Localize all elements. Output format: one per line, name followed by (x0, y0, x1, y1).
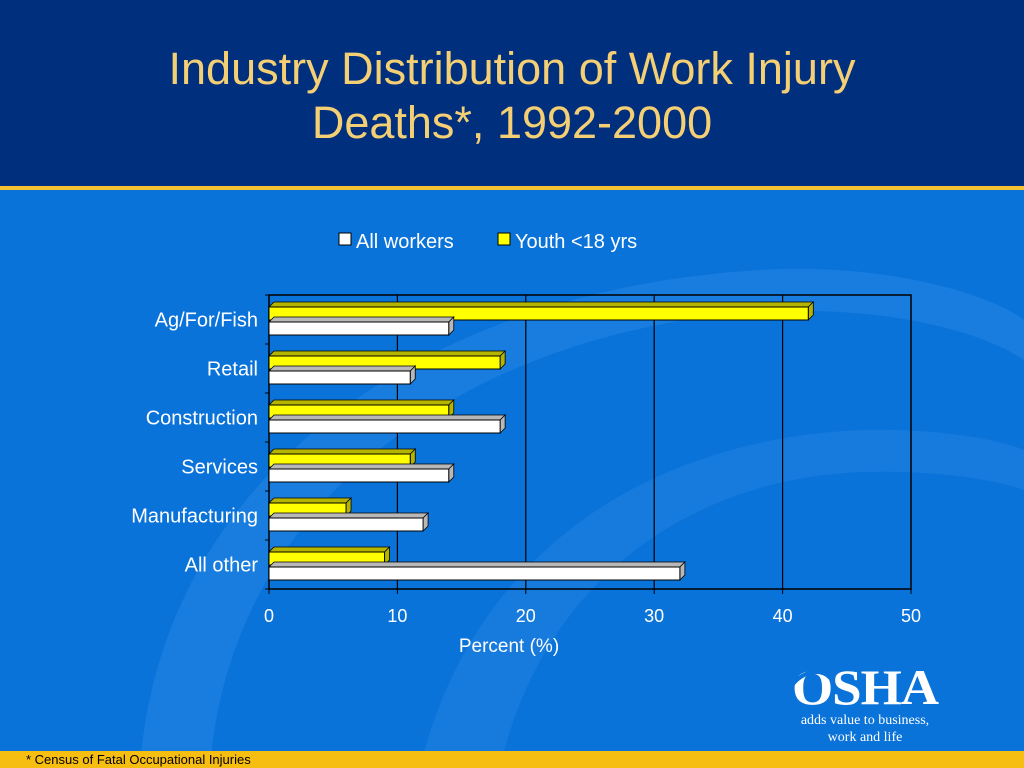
plot-area (265, 294, 912, 594)
chart-legend: All workers Youth <18 yrs (338, 231, 637, 253)
bar-top-face (268, 350, 507, 357)
category-label: Construction (146, 408, 258, 430)
category-labels: Ag/For/Fish Retail Construction Services Man… (131, 310, 258, 577)
bar-top-face (268, 448, 417, 455)
bar-top-face (268, 463, 455, 470)
bar-top-face (268, 512, 430, 519)
bar-top-face (268, 301, 815, 308)
bar-all-workers (268, 463, 455, 483)
x-tick-label: 30 (644, 606, 664, 626)
legend-swatch (497, 232, 511, 246)
slide-title-line-1: Industry Distribution of Work Injury (168, 43, 856, 94)
bar-face (268, 370, 411, 385)
bar-face (268, 566, 681, 581)
bar-all-workers (268, 316, 455, 336)
bar-top-face (268, 414, 507, 421)
bar-all-workers (268, 414, 507, 434)
logo-tagline: adds value to business, work and life (770, 712, 960, 746)
footer-bar (0, 751, 1024, 768)
legend-item-youth: Youth <18 yrs (497, 231, 637, 253)
tagline-line-1: adds value to business, (800, 713, 930, 728)
bar-all-workers (268, 512, 430, 532)
title-divider (0, 186, 1024, 190)
title-banner (0, 0, 1024, 186)
bar-top-face (268, 399, 455, 406)
bar-face (268, 419, 501, 434)
osha-logo: OSHA (788, 660, 940, 715)
category-label: Manufacturing (131, 506, 258, 528)
bar-top-face (268, 546, 391, 553)
bar-face (268, 321, 450, 336)
legend-label: All workers (356, 231, 454, 253)
tagline-line-2: work and life (827, 730, 903, 745)
plot-frame (268, 294, 912, 590)
x-axis-label: Percent (%) (459, 636, 559, 657)
bar-face (268, 517, 424, 532)
x-tick-label: 40 (773, 606, 793, 626)
x-tick-label: 0 (264, 606, 274, 626)
bar-top-face (268, 497, 353, 504)
bar-top-face (268, 316, 455, 323)
bar-all-workers (268, 365, 417, 385)
category-label: Services (181, 457, 258, 479)
bar-all-workers (268, 561, 686, 581)
category-label: All other (185, 555, 259, 577)
legend-swatch (338, 232, 352, 246)
x-tick-label: 50 (901, 606, 921, 626)
x-tick-label: 10 (387, 606, 407, 626)
bar-face (268, 468, 450, 483)
bar-top-face (268, 365, 417, 372)
legend-label: Youth <18 yrs (515, 231, 637, 253)
svg-text:OSHA: OSHA (792, 660, 939, 715)
x-tick-labels: 0 10 20 30 40 50 (264, 606, 921, 626)
category-label: Ag/For/Fish (155, 310, 258, 332)
footnote: * Census of Fatal Occupational Injuries (26, 752, 251, 767)
slide-title-line-2: Deaths*, 1992-2000 (311, 97, 713, 148)
legend-item-all-workers: All workers (338, 231, 454, 253)
bar-top-face (268, 561, 686, 568)
x-tick-label: 20 (516, 606, 536, 626)
category-label: Retail (207, 359, 258, 381)
slide-title: Industry Distribution of Work Injury Dea… (0, 42, 1024, 150)
